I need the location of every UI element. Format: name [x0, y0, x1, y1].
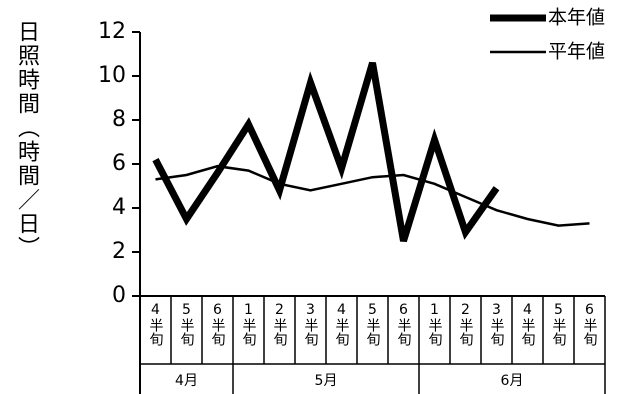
x-tick-label: 4半旬	[334, 302, 350, 347]
x-tick-label: 3半旬	[303, 302, 319, 347]
group-label: 6月	[501, 373, 524, 389]
y-tick-label: 10	[98, 63, 126, 88]
x-tick-label: 5半旬	[179, 302, 195, 347]
x-tick-label: 6半旬	[396, 302, 412, 347]
legend-label: 平年値	[548, 41, 605, 63]
x-tick-label: 1半旬	[427, 302, 443, 347]
x-tick-label: 2半旬	[272, 302, 288, 347]
y-tick-label: 2	[112, 239, 126, 264]
x-tick-label: 4半旬	[520, 302, 536, 347]
series-line	[152, 61, 500, 243]
x-tick-label: 1半旬	[241, 302, 257, 347]
x-tick-label: 3半旬	[489, 302, 505, 347]
x-tick-label: 2半旬	[458, 302, 474, 347]
y-tick-label: 6	[112, 151, 126, 176]
y-tick-label: 0	[112, 283, 126, 308]
legend-label: 本年値	[548, 7, 605, 29]
x-tick-label: 4半旬	[148, 302, 164, 347]
x-tick-label: 5半旬	[551, 302, 567, 347]
x-tick-label: 6半旬	[582, 302, 598, 347]
y-axis-label: 日照時間（時間／日）	[14, 20, 40, 260]
group-label: 4月	[175, 373, 198, 389]
x-tick-label: 6半旬	[210, 302, 226, 347]
y-tick-label: 4	[112, 195, 126, 220]
group-label: 5月	[315, 373, 338, 389]
y-tick-label: 12	[98, 19, 126, 44]
x-tick-label: 5半旬	[365, 302, 381, 347]
series-line	[155, 164, 590, 227]
y-tick-label: 8	[112, 107, 126, 132]
